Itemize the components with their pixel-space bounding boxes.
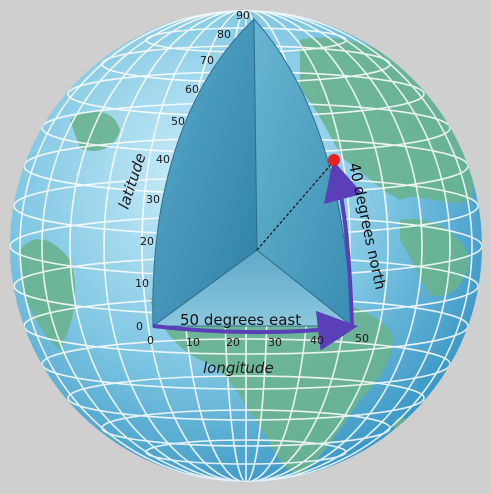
lat-tick-80: 80 [217, 28, 231, 41]
land-middle-east [400, 219, 470, 297]
wedge-face-left [152, 17, 258, 327]
lon-tick-40: 40 [310, 334, 324, 347]
east-arrow-label: 50 degrees east [180, 311, 301, 329]
lon-tick-20: 20 [226, 336, 240, 349]
longitude-label: longitude [203, 359, 274, 377]
land-madagascar [394, 416, 408, 446]
lat-tick-20: 20 [140, 235, 154, 248]
lat-tick-60: 60 [185, 83, 199, 96]
lat-tick-40: 40 [156, 153, 170, 166]
lat-tick-70: 70 [200, 54, 214, 67]
lat-tick-30: 30 [146, 193, 160, 206]
lat-tick-90: 90 [236, 9, 250, 22]
land-greenland [70, 111, 120, 151]
land-south-america [20, 239, 76, 350]
north-arrow [324, 160, 363, 327]
lon-tick-50: 50 [355, 332, 369, 345]
latitude-ticks: 0 10 20 30 40 50 60 70 80 90 [135, 9, 250, 333]
lat-tick-10: 10 [135, 277, 149, 290]
lon-tick-10: 10 [186, 336, 200, 349]
lon-tick-0: 0 [147, 334, 154, 347]
lon-tick-30: 30 [268, 336, 282, 349]
east-arrow [152, 310, 358, 351]
longitude-ticks: 0 10 20 30 40 50 [147, 332, 369, 349]
land-europe [300, 37, 474, 203]
location-point [328, 154, 340, 166]
lat-tick-50: 50 [171, 115, 185, 128]
lat-tick-0: 0 [136, 320, 143, 333]
